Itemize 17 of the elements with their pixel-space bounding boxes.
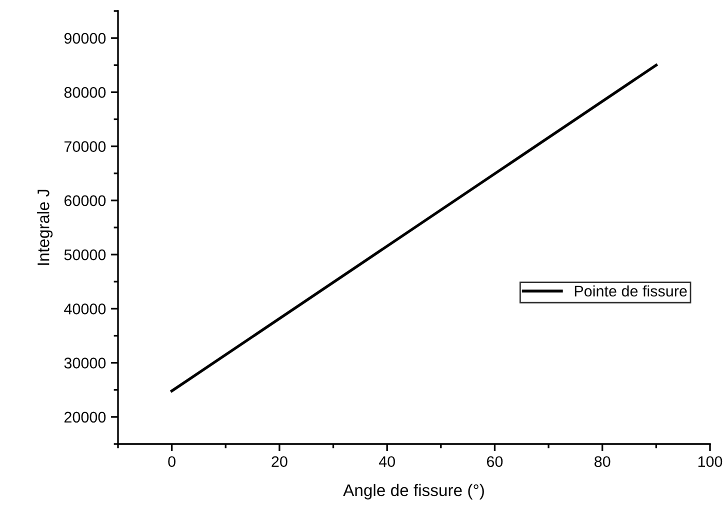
y-tick-label: 90000 [64, 32, 106, 44]
y-tick-label: 20000 [64, 412, 106, 423]
x-tick-label: 20 [272, 456, 288, 468]
x-tick-label: 0 [168, 456, 176, 468]
x-tick-label: 100 [698, 456, 722, 468]
x-tick-label: 80 [594, 456, 610, 468]
y-tick-label: 70000 [64, 141, 106, 152]
x-axis-title: Angle de fissure (°) [343, 484, 484, 500]
y-tick-label: 50000 [64, 249, 106, 260]
x-tick-label: 40 [378, 456, 395, 468]
y-tick-label: 30000 [64, 358, 106, 368]
y-tick-label: 60000 [64, 195, 106, 206]
y-axis-title: Integrale J [37, 190, 53, 265]
y-tick-label: 40000 [64, 304, 106, 314]
y-tick-label: 80000 [64, 87, 106, 98]
x-tick-label: 60 [487, 456, 503, 468]
legend-label: Pointe de fissure [574, 285, 687, 297]
